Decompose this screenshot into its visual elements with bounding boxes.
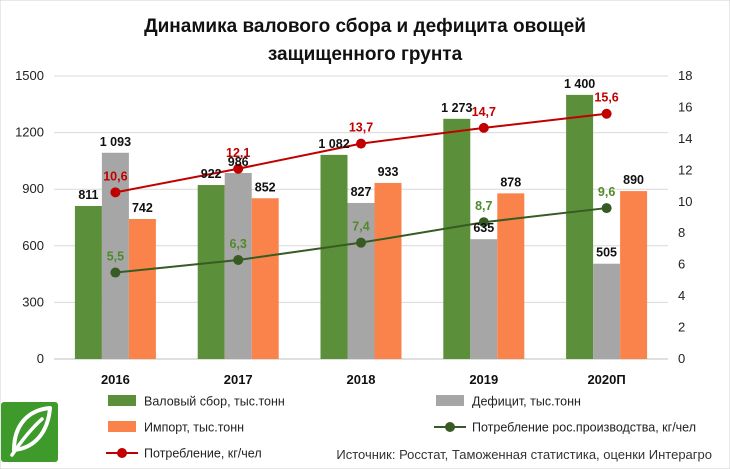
bar-value-label: 890 [623, 173, 644, 187]
line-value-label: 14,7 [472, 105, 496, 119]
bar-value-label: 986 [228, 155, 249, 169]
bar-value-label: 1 093 [100, 135, 131, 149]
bar [593, 263, 621, 359]
source-note: Источник: Росстат, Таможенная статистика… [336, 447, 712, 462]
line-value-label: 15,6 [594, 91, 618, 105]
chart-title-line2: защищенного грунта [268, 44, 463, 65]
bar [224, 172, 252, 359]
left-tick-label: 600 [22, 238, 44, 253]
legend-label: Импорт, тыс.тонн [144, 421, 244, 435]
bar-value-label: 1 082 [318, 137, 349, 151]
bar-value-label: 827 [351, 185, 372, 199]
left-tick-label: 300 [22, 294, 44, 309]
category-label: 2020П [587, 372, 625, 387]
bar [128, 219, 156, 359]
line-value-label: 7,4 [352, 220, 369, 234]
line-point [233, 163, 244, 174]
bar [251, 198, 279, 359]
legend-marker [117, 448, 127, 458]
category-label: 2019 [469, 372, 498, 387]
line-value-label: 12,1 [226, 146, 250, 160]
bar [347, 202, 375, 359]
legend-swatch [436, 395, 464, 406]
bar [74, 205, 102, 359]
bar [566, 94, 594, 359]
left-axis-ticks: 0 300 600 900 1200 1500 [15, 68, 44, 366]
right-tick-label: 10 [678, 194, 692, 209]
left-tick-label: 900 [22, 181, 44, 196]
bar-value-label: 933 [378, 165, 399, 179]
right-tick-label: 16 [678, 99, 692, 114]
legend-marker [445, 422, 455, 432]
bar [320, 154, 348, 359]
chart-title-line1: Динамика валового сбора и дефицита овоще… [144, 16, 586, 37]
legend-swatch [108, 395, 136, 406]
right-tick-label: 18 [678, 68, 692, 83]
line-point [110, 187, 121, 198]
line-value-label: 13,7 [349, 121, 373, 135]
line-point [233, 254, 244, 265]
bar [101, 152, 129, 359]
bar-value-label: 811 [78, 188, 98, 202]
line-point [478, 122, 489, 133]
line-point [356, 138, 366, 149]
left-tick-label: 1500 [15, 68, 44, 83]
bar [620, 191, 648, 359]
right-tick-label: 14 [678, 131, 692, 146]
right-tick-label: 8 [678, 225, 685, 240]
legend-label: Валовый сбор, тыс.тонн [144, 395, 285, 409]
category-label: 2016 [101, 372, 130, 387]
right-tick-label: 6 [678, 257, 685, 272]
legend-label: Дефицит, тыс.тонн [472, 395, 581, 409]
lines [110, 108, 612, 278]
left-tick-label: 0 [37, 351, 44, 366]
line-point [478, 217, 489, 228]
bar [374, 182, 402, 359]
line-point [601, 203, 612, 214]
right-tick-label: 0 [678, 351, 685, 366]
bar-value-label: 878 [500, 175, 521, 189]
right-tick-label: 2 [678, 320, 685, 335]
bars [74, 94, 648, 359]
line-value-label: 8,7 [475, 199, 492, 213]
line-point [356, 237, 366, 248]
category-label: 2018 [347, 372, 376, 387]
legend: Валовый сбор, тыс.тонн Дефицит, тыс.тонн И… [106, 395, 696, 461]
bar [197, 185, 225, 359]
bar-value-label: 852 [255, 180, 276, 194]
data-labels: 811 922 1 082 1 273 1 400 1 093 986 827 635 505 74… [78, 77, 644, 264]
bar [443, 118, 471, 359]
bar-value-label: 1 273 [441, 101, 472, 115]
bar-value-label: 922 [201, 167, 222, 181]
line-value-label: 10,6 [103, 169, 127, 183]
line-point [601, 108, 612, 119]
leaf-logo-icon [1, 402, 58, 462]
bar-value-label: 635 [473, 221, 494, 235]
category-labels: 2016 2017 2018 2019 2020П [101, 372, 626, 387]
right-axis-ticks: 0 2 4 6 8 10 12 14 16 18 [678, 68, 692, 366]
bar [470, 239, 498, 359]
bar-value-label: 1 400 [564, 77, 595, 91]
left-tick-label: 1200 [15, 125, 44, 140]
bar-value-label: 742 [132, 201, 153, 215]
legend-label: Потребление, кг/чел [144, 447, 262, 461]
line-value-label: 9,6 [598, 185, 615, 199]
line-point [110, 267, 121, 278]
line-value-label: 6,3 [230, 237, 247, 251]
legend-label: Потребление рос.производства, кг/чел [472, 421, 696, 435]
right-tick-label: 4 [678, 288, 685, 303]
bar-value-label: 505 [596, 246, 617, 260]
line-value-label: 5,5 [107, 250, 124, 264]
legend-swatch [108, 421, 136, 432]
category-label: 2017 [224, 372, 253, 387]
right-tick-label: 12 [678, 162, 692, 177]
